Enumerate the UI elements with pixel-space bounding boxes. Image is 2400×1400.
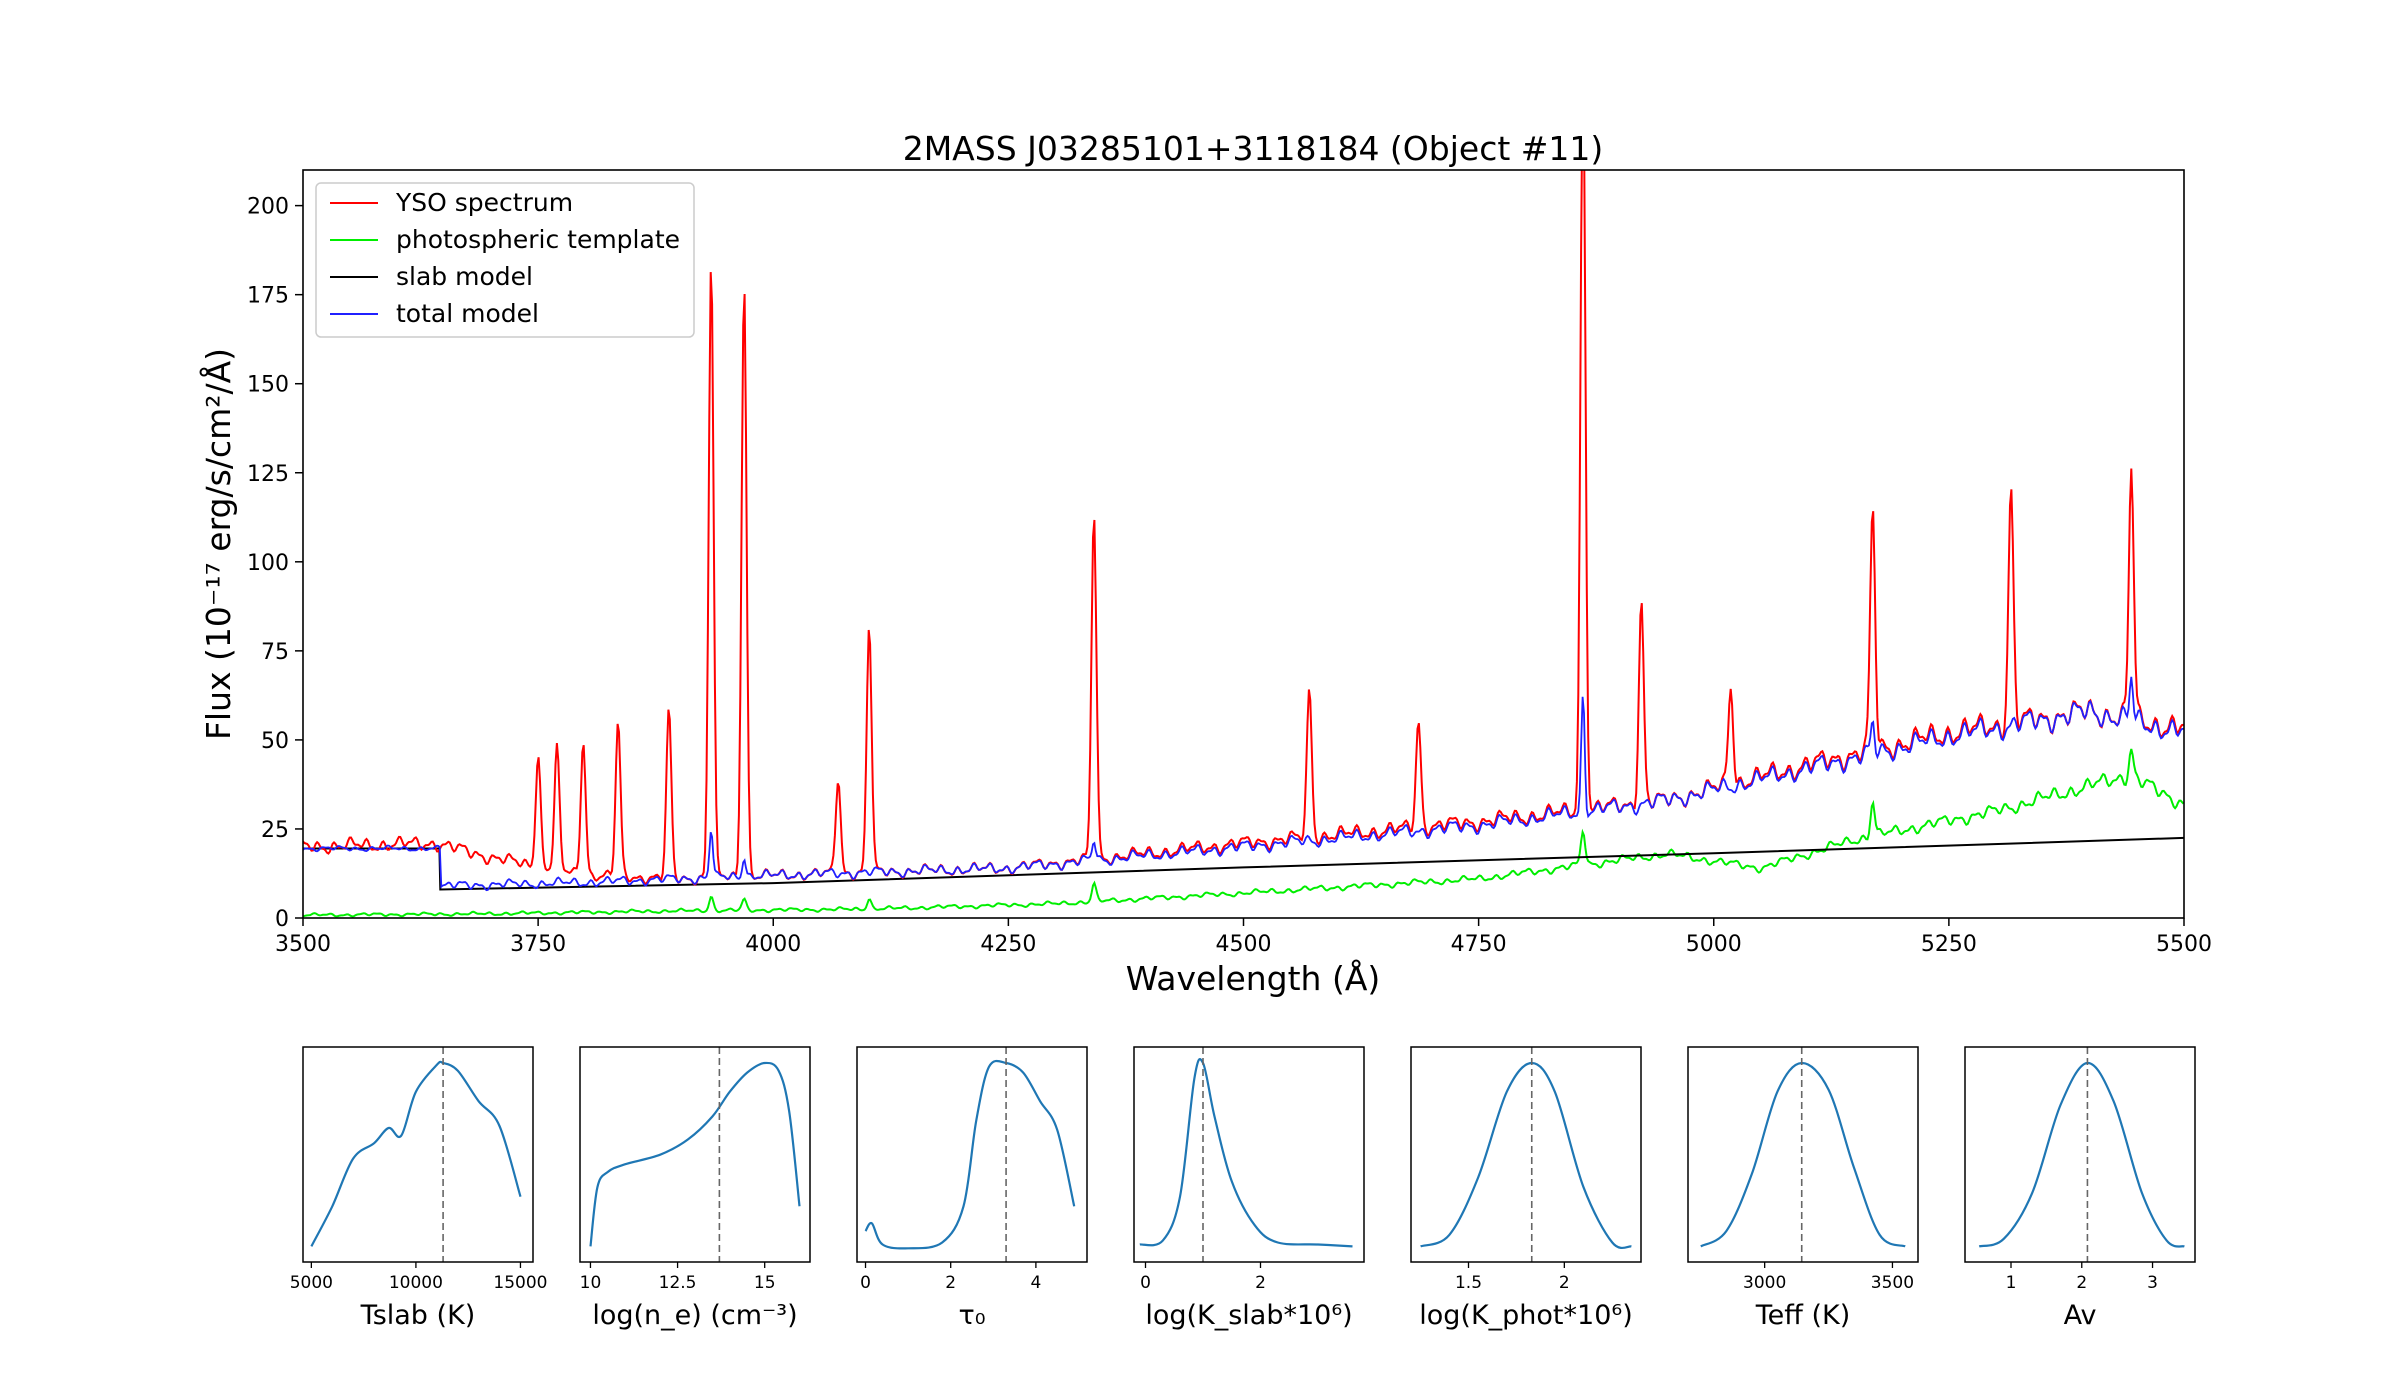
legend-label-total-model: total model <box>396 299 539 328</box>
posterior-panel: 0 2 log(K_slab*10⁶) <box>1133 1046 1365 1331</box>
main-y-tick-label: 100 <box>247 551 289 576</box>
main-y-tick-label: 150 <box>247 373 289 398</box>
posterior-panel-frame <box>302 1046 534 1263</box>
posterior-axis-label: Teff (K) <box>1755 1300 1850 1331</box>
main-x-tick-label: 4000 <box>745 932 801 957</box>
main-x-tick-label: 5000 <box>1686 932 1742 957</box>
main-x-axis-label: Wavelength (Å) <box>1126 958 1381 998</box>
posterior-panel: 3000 3500 Teff (K) <box>1687 1046 1919 1331</box>
series-total-model <box>303 676 2184 892</box>
posterior-axis-label: log(n_e) (cm⁻³) <box>592 1300 797 1331</box>
main-x-tick-label: 3750 <box>510 932 566 957</box>
main-chart: 2MASS J03285101+3118184 (Object #11) 350… <box>198 129 2212 998</box>
posterior-density-curve <box>1139 1058 1353 1248</box>
posterior-x-tick-label: 1 <box>2006 1273 2017 1293</box>
posterior-x-tick-label: 2 <box>945 1273 956 1293</box>
posterior-panel-frame <box>579 1046 811 1263</box>
posterior-panel-frame <box>856 1046 1088 1263</box>
main-x-tick-label: 4250 <box>980 932 1036 957</box>
posterior-x-tick-label: 2 <box>1559 1273 1570 1293</box>
posterior-x-tick-label: 10 <box>580 1273 602 1293</box>
main-y-axis: 0 25 50 75 100 125 150 175 200 <box>247 195 303 932</box>
main-y-tick-label: 75 <box>261 640 289 665</box>
posterior-panel-frame <box>1964 1046 2196 1263</box>
posterior-density-curve <box>589 1061 801 1247</box>
main-series-group <box>303 170 2184 918</box>
posterior-panel: 1 2 3 Av <box>1964 1046 2196 1331</box>
posterior-axis-label: τ₀ <box>958 1300 985 1331</box>
posterior-x-tick-label: 15000 <box>493 1273 547 1293</box>
posterior-axis-label: log(K_slab*10⁶) <box>1145 1300 1352 1331</box>
posterior-panel: 1.5 2 log(K_phot*10⁶) <box>1410 1046 1642 1331</box>
posterior-panel: 5000 10000 15000 Tslab (K) <box>290 1046 548 1331</box>
posterior-x-tick-label: 0 <box>860 1273 871 1293</box>
main-x-tick-label: 5500 <box>2156 932 2212 957</box>
legend-box <box>315 182 695 338</box>
main-y-tick-label: 200 <box>247 195 289 220</box>
posterior-axis-label: Av <box>2064 1300 2097 1331</box>
posterior-density-curve <box>310 1060 522 1247</box>
posterior-density-curve <box>864 1059 1076 1250</box>
posterior-x-tick-label: 2 <box>1255 1273 1266 1293</box>
posterior-axis-label: Tslab (K) <box>360 1300 476 1331</box>
main-y-tick-label: 25 <box>261 818 289 843</box>
legend-label-slab-model: slab model <box>396 262 533 291</box>
posterior-x-tick-label: 2 <box>2076 1273 2087 1293</box>
main-x-tick-label: 4500 <box>1216 932 1272 957</box>
posterior-x-tick-label: 0 <box>1140 1273 1151 1293</box>
posterior-x-tick-label: 4 <box>1030 1273 1041 1293</box>
posterior-x-tick-label: 15 <box>754 1273 776 1293</box>
posterior-panel-frame <box>1410 1046 1642 1263</box>
posterior-x-tick-label: 12.5 <box>659 1273 697 1293</box>
main-y-tick-label: 175 <box>247 284 289 309</box>
posterior-x-tick-label: 3 <box>2147 1273 2158 1293</box>
main-x-tick-label: 5250 <box>1921 932 1977 957</box>
series-photospheric-template <box>303 748 2184 918</box>
posterior-x-tick-label: 10000 <box>389 1273 443 1293</box>
posterior-panel-frame <box>1687 1046 1919 1263</box>
chart-title: 2MASS J03285101+3118184 (Object #11) <box>903 129 1604 168</box>
posterior-x-tick-label: 1.5 <box>1455 1273 1482 1293</box>
legend: YSO spectrum photospheric template slab … <box>315 182 695 338</box>
posterior-x-tick-label: 3500 <box>1871 1273 1914 1293</box>
posterior-axis-label: log(K_phot*10⁶) <box>1419 1300 1632 1331</box>
posterior-x-tick-label: 3000 <box>1743 1273 1786 1293</box>
main-y-tick-label: 125 <box>247 462 289 487</box>
main-x-axis: 3500 3750 4000 4250 4500 4750 5000 5250 5500 <box>275 918 2212 957</box>
legend-label-photospheric-template: photospheric template <box>396 225 680 254</box>
main-y-tick-label: 0 <box>275 907 289 932</box>
posterior-panel: 10 12.5 15 log(n_e) (cm⁻³) <box>579 1046 811 1331</box>
series-yso-spectrum <box>303 170 2184 886</box>
main-y-axis-label: Flux (10⁻¹⁷ erg/s/cm²/Å) <box>198 348 238 740</box>
posterior-x-tick-label: 5000 <box>290 1273 333 1293</box>
main-x-tick-label: 4750 <box>1451 932 1507 957</box>
posterior-panel-frame <box>1133 1046 1365 1263</box>
main-y-tick-label: 50 <box>261 729 289 754</box>
main-x-tick-label: 3500 <box>275 932 331 957</box>
posterior-panel: 0 2 4 τ₀ <box>856 1046 1088 1331</box>
legend-label-yso-spectrum: YSO spectrum <box>395 188 573 217</box>
